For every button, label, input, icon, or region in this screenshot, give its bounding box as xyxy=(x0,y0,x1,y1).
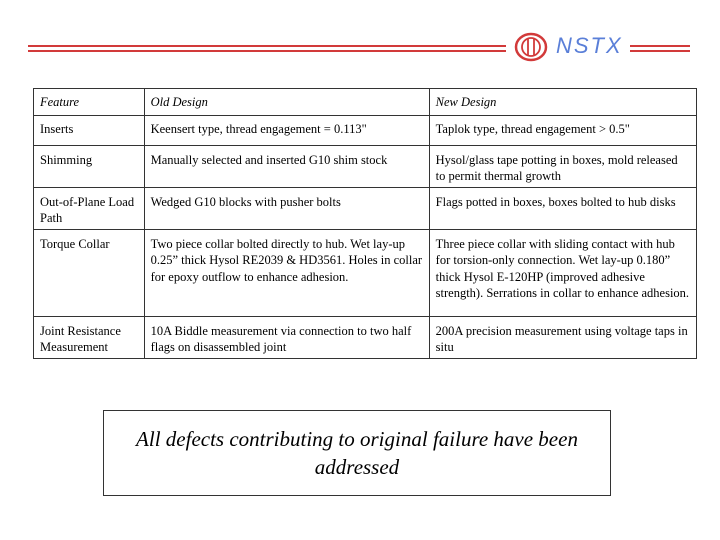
nstx-logo-icon xyxy=(514,32,548,62)
old-design-cell: Keensert type, thread engagement = 0.113… xyxy=(143,114,430,146)
old-design-cell: Two piece collar bolted directly to hub.… xyxy=(143,228,430,317)
feature-cell: Torque Collar xyxy=(33,228,145,317)
table-row: Shimming Manually selected and inserted … xyxy=(33,144,698,188)
table-header-row: Feature Old Design New Design xyxy=(33,88,698,116)
nstx-logo: NSTX xyxy=(514,32,634,62)
header-new-design: New Design xyxy=(428,88,698,116)
feature-cell: Joint Resistance Measurement xyxy=(33,315,145,359)
new-design-cell: Taplok type, thread engagement > 0.5" xyxy=(428,114,698,146)
old-design-cell: Manually selected and inserted G10 shim … xyxy=(143,144,430,188)
header-rule-bottom-right xyxy=(630,50,690,52)
design-comparison-table: Feature Old Design New Design Inserts Ke… xyxy=(33,88,698,359)
feature-cell: Shimming xyxy=(33,144,145,188)
new-design-cell: Three piece collar with sliding contact … xyxy=(428,228,698,317)
feature-cell: Inserts xyxy=(33,114,145,146)
table-row: Torque Collar Two piece collar bolted di… xyxy=(33,228,698,317)
table-row: Inserts Keensert type, thread engagement… xyxy=(33,114,698,146)
table-row: Joint Resistance Measurement 10A Biddle … xyxy=(33,315,698,359)
header-feature: Feature xyxy=(33,88,145,116)
logo-text: NSTX xyxy=(556,33,623,58)
conclusion-box: All defects contributing to original fai… xyxy=(103,410,611,496)
feature-cell: Out-of-Plane Load Path xyxy=(33,186,145,230)
new-design-cell: Flags potted in boxes, boxes bolted to h… xyxy=(428,186,698,230)
table-row: Out-of-Plane Load Path Wedged G10 blocks… xyxy=(33,186,698,230)
header-rule-top-left xyxy=(28,45,506,47)
header-rule-bottom-left xyxy=(28,50,506,52)
new-design-cell: Hysol/glass tape potting in boxes, mold … xyxy=(428,144,698,188)
new-design-cell: 200A precision measurement using voltage… xyxy=(428,315,698,359)
old-design-cell: 10A Biddle measurement via connection to… xyxy=(143,315,430,359)
header-old-design: Old Design xyxy=(143,88,430,116)
header-rule-top-right xyxy=(630,45,690,47)
old-design-cell: Wedged G10 blocks with pusher bolts xyxy=(143,186,430,230)
conclusion-text: All defects contributing to original fai… xyxy=(136,427,578,479)
